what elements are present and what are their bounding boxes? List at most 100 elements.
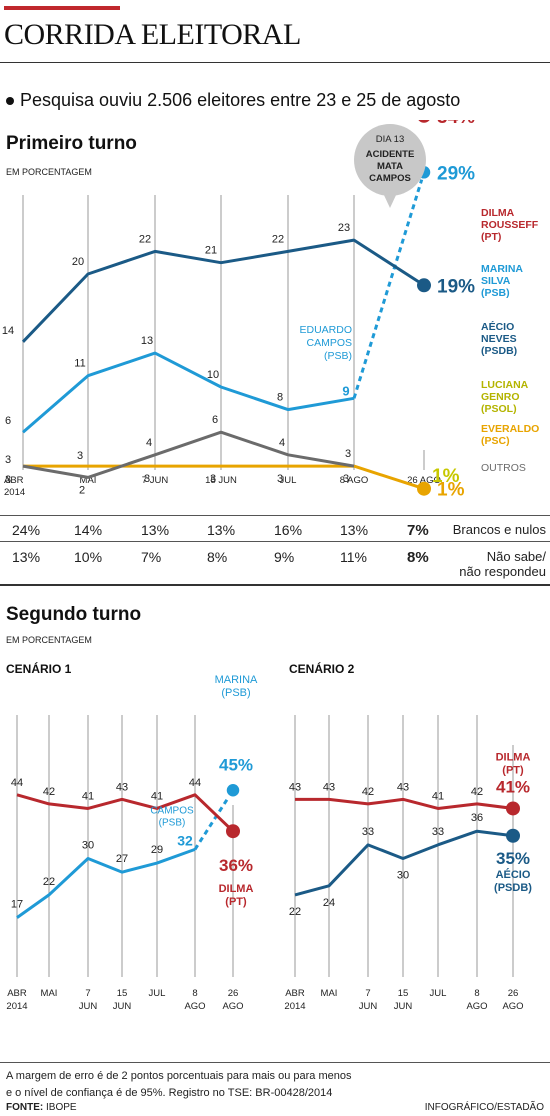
end-point-marker (417, 278, 431, 293)
data-label: 30 (82, 840, 94, 852)
table-cell: 7% (407, 522, 429, 539)
data-label: 3 (277, 473, 283, 485)
x-tick-label: 8 AGO (340, 475, 369, 486)
callout-text: DIA 13 (376, 134, 405, 145)
first-round-heading: Primeiro turno (6, 133, 137, 154)
series-name-label: NEVES (481, 333, 517, 345)
table-cell: 13% (141, 522, 170, 538)
x-tick-label: 2014 (4, 487, 25, 498)
data-label: 6 (212, 414, 218, 426)
table-row-label: Brancos e nulos (452, 522, 546, 537)
data-label: 8 (277, 392, 283, 404)
table-row-undecided: 13% 10% 7% 8% 9% 11% 8% Não sabe/não respondeu (0, 546, 550, 580)
campos-name-label: EDUARDO (299, 324, 352, 336)
x-tick-label: MAI (41, 988, 58, 999)
data-label: 36 (471, 812, 483, 824)
data-label: 3 (210, 473, 216, 485)
x-tick-label: MAI (321, 988, 338, 999)
data-label: 22 (43, 876, 55, 888)
table-cell: 10% (74, 549, 103, 565)
series-name-label: MARINA (215, 674, 258, 686)
second-round-unit: EM PORCENTAGEM (6, 635, 92, 645)
source: FONTE: IBOPE (6, 1102, 77, 1113)
campos-name-label: CAMPOS (306, 337, 352, 349)
x-tick-label: ABR (285, 988, 305, 999)
x-tick-label: 2014 (284, 1001, 305, 1012)
campos-line (16, 847, 196, 919)
x-tick-label: 26 AGO (407, 475, 441, 486)
final-value-label: 45% (219, 755, 253, 774)
data-label: 2 (79, 484, 85, 496)
x-tick-label: 7 (85, 988, 90, 999)
data-label: 3 (77, 450, 83, 462)
table-cell: 9% (274, 549, 295, 565)
x-tick-label: 8 (192, 988, 197, 999)
scenario-title: CENÁRIO 2 (289, 661, 355, 676)
table-mid-rule (0, 541, 550, 542)
callout-text: CAMPOS (369, 173, 411, 184)
x-tick-label: 7 (365, 988, 370, 999)
final-value-label: 41% (496, 777, 530, 796)
data-label: 42 (362, 786, 374, 798)
table-cell: 13% (12, 549, 41, 565)
callout-bubble (354, 124, 426, 196)
data-label: 43 (397, 781, 409, 793)
dilma-end-marker (226, 824, 240, 839)
data-label: 3 (343, 473, 349, 485)
data-label: 23 (338, 222, 350, 234)
data-label: 24 (323, 897, 335, 909)
series-name-label: DILMA (481, 207, 515, 219)
dilma-end-marker (506, 801, 520, 816)
series-name-label: (PSB) (159, 817, 186, 828)
x-tick-label: 8 (474, 988, 479, 999)
series-name-label: LUCIANA (481, 379, 529, 391)
series-name-label: (PSDB) (481, 345, 517, 357)
final-value-label: 29% (437, 163, 475, 184)
series-name-label: (PT) (225, 896, 247, 908)
page-subtitle: Pesquisa ouviu 2.506 eleitores entre 23 … (6, 90, 460, 111)
campos-name-label: (PSB) (324, 350, 352, 362)
series-name-label: (PSB) (221, 687, 250, 699)
aecio-line (21, 238, 425, 343)
series-name-label: GENRO (481, 391, 520, 403)
series-name-label: (PSOL) (481, 403, 517, 415)
data-label: 32 (177, 832, 193, 848)
x-tick-label: 26 (508, 988, 519, 999)
data-label: 6 (5, 415, 11, 427)
section-divider (0, 584, 550, 586)
first-round-unit: EM PORCENTAGEM (6, 167, 92, 177)
final-value-label: 36% (219, 856, 253, 875)
data-label: 10 (207, 369, 219, 381)
series-name-label: AÉCIO (496, 868, 531, 881)
data-label: 43 (116, 781, 128, 793)
data-label: 3 (144, 473, 150, 485)
table-top-rule (0, 515, 550, 516)
x-tick-label: JUL (149, 988, 166, 999)
note-line-1: A margem de erro é de 2 pontos porcentua… (6, 1070, 352, 1082)
data-label: 3 (5, 474, 11, 486)
dilma-line (16, 793, 235, 833)
aecio-end-marker (506, 828, 520, 843)
final-value-label: 1% (437, 480, 465, 500)
table-cell: 16% (274, 522, 303, 538)
data-label: 30 (397, 870, 409, 882)
data-label: 22 (139, 233, 151, 245)
note-rule (0, 1062, 550, 1063)
data-label: 11 (74, 358, 85, 370)
x-tick-label: JUN (113, 1001, 132, 1012)
series-name-label: (PT) (502, 764, 524, 776)
scenario-title: CENÁRIO 1 (6, 661, 72, 676)
data-label: 42 (471, 786, 483, 798)
x-tick-label: JUN (359, 1001, 378, 1012)
callout-text: MATA (377, 161, 403, 172)
methodology-note: A margem de erro é de 2 pontos porcentua… (6, 1068, 426, 1102)
data-label: 3 (345, 448, 351, 460)
x-tick-label: JUL (280, 475, 297, 486)
scenario1-chart: CENÁRIO 1 ABR 2014 MAI 7 JUN 15 JUN JUL 8 AGO 26 AGO… (6, 661, 258, 1012)
series-name-label: EVERALDO (481, 423, 539, 435)
data-label: 29 (151, 844, 163, 856)
table-cell: 14% (74, 522, 103, 538)
aecio-line (294, 829, 514, 897)
everaldo-line (353, 464, 425, 491)
